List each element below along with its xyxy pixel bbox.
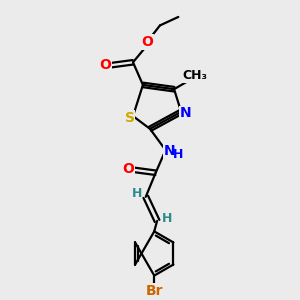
Text: CH₃: CH₃	[182, 69, 207, 82]
Text: O: O	[122, 162, 134, 176]
Text: Br: Br	[146, 284, 163, 298]
Text: O: O	[141, 35, 153, 49]
Text: H: H	[132, 188, 142, 200]
Text: O: O	[100, 58, 112, 71]
Text: N: N	[164, 144, 176, 158]
Text: H: H	[173, 148, 184, 161]
Text: S: S	[124, 110, 135, 124]
Text: N: N	[180, 106, 191, 120]
Text: H: H	[162, 212, 172, 225]
